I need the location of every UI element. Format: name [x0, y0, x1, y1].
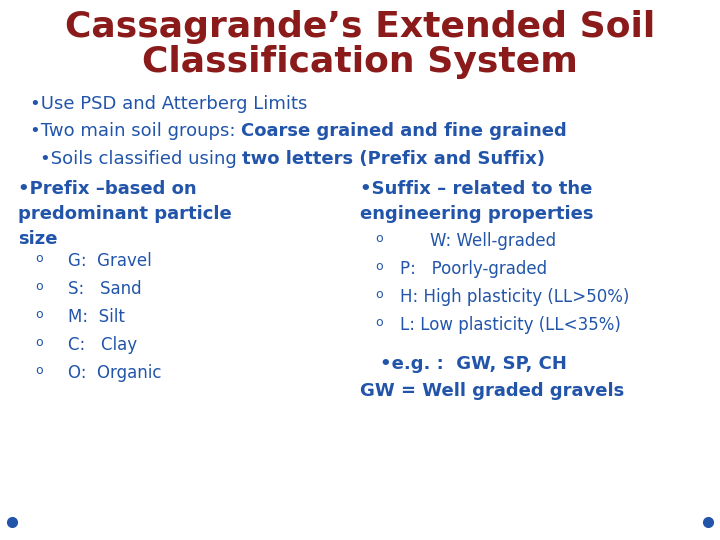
Text: •Suffix – related to the: •Suffix – related to the	[360, 180, 593, 198]
Text: two letters (Prefix and Suffix): two letters (Prefix and Suffix)	[243, 150, 546, 168]
Text: o: o	[35, 336, 42, 349]
Text: o: o	[35, 364, 42, 377]
Text: •Prefix –based on: •Prefix –based on	[18, 180, 197, 198]
Text: G:  Gravel: G: Gravel	[68, 252, 152, 270]
Text: o: o	[375, 260, 382, 273]
Text: Coarse grained and fine grained: Coarse grained and fine grained	[241, 122, 567, 140]
Text: o: o	[35, 252, 42, 265]
Text: •Use PSD and Atterberg Limits: •Use PSD and Atterberg Limits	[30, 95, 307, 113]
Text: L: Low plasticity (LL<35%): L: Low plasticity (LL<35%)	[400, 316, 621, 334]
Text: C:   Clay: C: Clay	[68, 336, 137, 354]
Text: O:  Organic: O: Organic	[68, 364, 161, 382]
Text: o: o	[375, 232, 382, 245]
Text: Cassagrande’s Extended Soil: Cassagrande’s Extended Soil	[65, 10, 655, 44]
Text: Classification System: Classification System	[142, 45, 578, 79]
Text: size: size	[18, 230, 58, 248]
Text: engineering properties: engineering properties	[360, 205, 593, 223]
Text: GW = Well graded gravels: GW = Well graded gravels	[360, 382, 624, 400]
Text: predominant particle: predominant particle	[18, 205, 232, 223]
Text: •Two main soil groups:: •Two main soil groups:	[30, 122, 241, 140]
Text: o: o	[375, 288, 382, 301]
Text: H: High plasticity (LL>50%): H: High plasticity (LL>50%)	[400, 288, 629, 306]
Text: •Soils classified using: •Soils classified using	[40, 150, 243, 168]
Text: P:   Poorly-graded: P: Poorly-graded	[400, 260, 547, 278]
Text: M:  Silt: M: Silt	[68, 308, 125, 326]
Text: o: o	[35, 308, 42, 321]
Text: W: Well-graded: W: Well-graded	[430, 232, 556, 250]
Text: S:   Sand: S: Sand	[68, 280, 142, 298]
Text: o: o	[375, 316, 382, 329]
Text: •e.g. :  GW, SP, CH: •e.g. : GW, SP, CH	[380, 355, 567, 373]
Text: o: o	[35, 280, 42, 293]
